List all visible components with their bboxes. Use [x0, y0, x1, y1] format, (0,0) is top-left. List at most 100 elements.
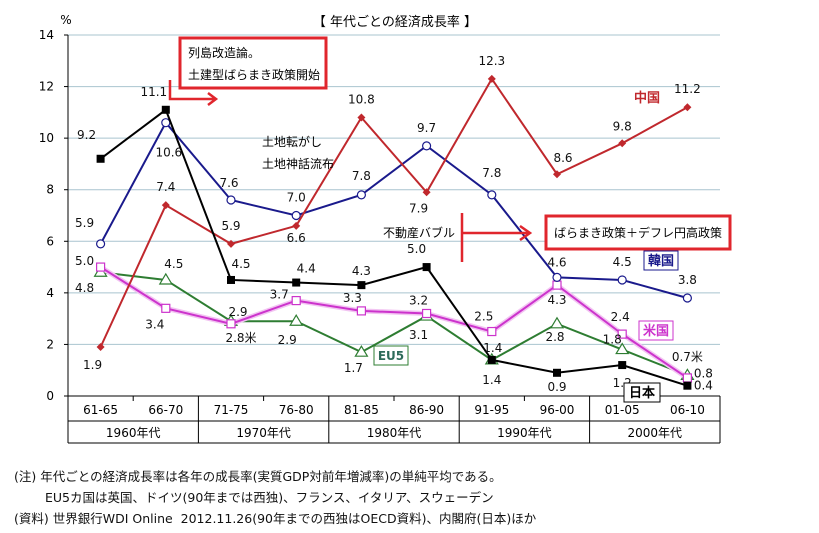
- arrow-2-icon: [460, 213, 533, 262]
- data-label: 3.3: [343, 291, 362, 305]
- legend-japan-box: [623, 382, 661, 403]
- data-label: 10.8: [348, 93, 375, 107]
- marker-diamond: [96, 343, 105, 352]
- series-0: [96, 105, 692, 390]
- marker-triangle: [615, 342, 630, 355]
- data-label: 4.5: [613, 255, 632, 269]
- data-label: 0.8: [694, 366, 713, 380]
- marker-square: [487, 355, 496, 364]
- marker-diamond: [618, 139, 627, 148]
- x-tick-label: 61-65: [83, 403, 118, 417]
- growth-rate-chart: 【 年代ごとの経済成長率 】 % 0 2 4 6 8 10 12 14 61-65 66-70 71…: [39, 13, 732, 444]
- series-line: [99, 108, 688, 387]
- y-tick-label: 12: [39, 80, 54, 94]
- decade-label: 1980年代: [367, 426, 422, 440]
- marker-circle: [552, 272, 562, 282]
- data-label: 6.6: [287, 231, 306, 245]
- marker-diamond: [683, 103, 692, 112]
- marker-diamond: [422, 188, 431, 197]
- marker-square-open: [617, 329, 627, 339]
- series-3: [95, 262, 693, 383]
- marker-circle: [487, 190, 497, 200]
- data-label: 5.0: [75, 254, 94, 268]
- data-label: 9.8: [613, 119, 632, 133]
- x-tick-label: 91-95: [474, 403, 509, 417]
- data-label: 1.8: [603, 333, 622, 347]
- data-label: 2.9: [278, 333, 297, 347]
- data-label: 9.7: [417, 121, 436, 135]
- data-label: 0.9: [547, 380, 566, 394]
- data-label: 11.1: [140, 85, 167, 99]
- data-label: 9.2: [77, 128, 96, 142]
- annotation-box-1-line2: 土建型ばらまき政策開始: [188, 68, 320, 82]
- marker-circle: [617, 275, 627, 285]
- data-label: 5.9: [221, 219, 240, 233]
- marker-diamond: [553, 170, 561, 179]
- data-label: 1.7: [344, 361, 363, 375]
- marker-square-open: [487, 326, 497, 337]
- note-line-3: (資料) 世界銀行WDI Online 2012.11.26(90年までの西独は…: [14, 511, 537, 526]
- legend-eu5-box: [373, 345, 409, 366]
- data-label: 0.4: [694, 379, 713, 393]
- x-tick-label: 81-85: [344, 403, 379, 417]
- marker-diamond: [161, 201, 170, 210]
- y-tick-label: 8: [46, 183, 54, 197]
- annotation-land-2: 土地神話流布: [262, 156, 334, 171]
- data-label: 4.3: [547, 293, 566, 307]
- marker-square: [227, 275, 235, 284]
- data-label: 4.3: [352, 264, 371, 278]
- marker-triangle: [549, 316, 565, 329]
- series-1: [96, 74, 692, 352]
- data-label: 7.9: [409, 201, 428, 215]
- legend-eu5: EU5: [378, 349, 404, 363]
- marker-square-open: [161, 303, 171, 313]
- marker-square: [683, 381, 692, 390]
- series-line: [100, 266, 688, 379]
- data-label: 2.9: [228, 305, 247, 319]
- x-tick-label: 71-75: [214, 403, 249, 417]
- marker-square-open: [291, 295, 301, 306]
- data-label: 7.6: [219, 176, 238, 190]
- data-label: 4.4: [297, 262, 316, 276]
- decade-label: 1960年代: [106, 426, 161, 440]
- marker-square-open: [422, 308, 432, 319]
- marker-diamond: [357, 113, 366, 122]
- decade-label: 1990年代: [497, 426, 552, 440]
- data-label: 1.4: [482, 373, 501, 387]
- marker-square: [553, 368, 561, 377]
- data-label: 11.2: [674, 82, 701, 96]
- x-tick-label: 86-90: [409, 403, 444, 417]
- legend-china: 中国: [634, 90, 660, 106]
- chart-title: 【 年代ごとの経済成長率 】: [313, 14, 477, 30]
- marker-circle: [682, 293, 693, 303]
- data-label: 4.6: [547, 255, 566, 269]
- decade-label: 2000年代: [628, 426, 683, 440]
- data-label: 0.7米: [672, 350, 703, 364]
- data-label: 10.6: [155, 146, 182, 160]
- note-line-2: EU5カ国は英国、ドイツ(90年までは西独)、フランス、イタリア、スウェーデン: [45, 490, 494, 505]
- marker-square-open: [552, 280, 562, 290]
- y-tick-label: 14: [39, 28, 54, 42]
- data-label: 12.3: [478, 54, 505, 68]
- data-label: 7.0: [287, 191, 306, 205]
- data-label: 8.6: [553, 151, 572, 165]
- marker-square-open: [356, 306, 366, 316]
- marker-square-open: [95, 262, 106, 272]
- data-label: 3.7: [270, 288, 289, 302]
- data-label: 7.4: [156, 180, 175, 194]
- data-label: 5.0: [407, 242, 426, 256]
- y-tick-label: 6: [46, 234, 54, 248]
- data-label: 2.8: [545, 330, 564, 344]
- marker-triangle: [289, 314, 304, 326]
- marker-square: [161, 105, 170, 114]
- data-label: 7.8: [482, 166, 501, 180]
- data-label: 3.8: [678, 273, 697, 287]
- data-label: 3.4: [145, 317, 164, 331]
- marker-square: [96, 154, 105, 163]
- annotation-box-1-line1: 列島改造論。: [188, 45, 260, 60]
- marker-square-open: [226, 319, 236, 329]
- marker-diamond: [292, 221, 301, 230]
- data-label: 5.9: [75, 216, 94, 230]
- y-tick-label: 2: [46, 337, 54, 351]
- marker-square: [422, 263, 431, 272]
